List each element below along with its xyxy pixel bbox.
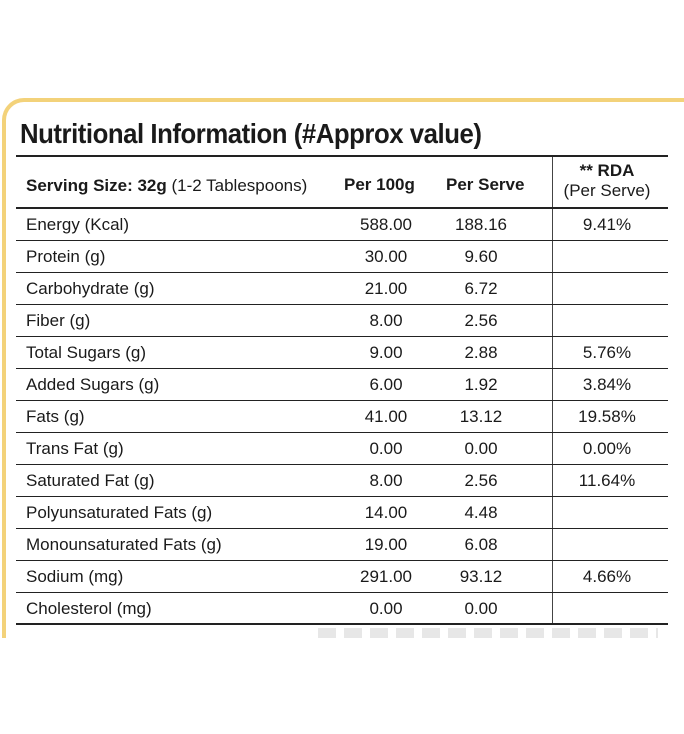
column-divider xyxy=(552,337,553,368)
column-divider xyxy=(552,401,553,432)
per-100g-value: 41.00 xyxy=(364,407,408,426)
table-row: Fats (g) 41.00 13.12 19.58% xyxy=(16,401,668,433)
nutrient-name: Monounsaturated Fats (g) xyxy=(26,535,222,554)
nutrient-name: Protein (g) xyxy=(26,247,106,266)
rda-header: ** RDA (Per Serve) xyxy=(552,161,662,201)
table-row: Total Sugars (g) 9.00 2.88 5.76% xyxy=(16,337,668,369)
table-row: Carbohydrate (g) 21.00 6.72 xyxy=(16,273,668,305)
nutrient-name: Fiber (g) xyxy=(26,311,91,330)
per-serve-value: 0.00 xyxy=(464,439,498,458)
per-serve-value: 2.56 xyxy=(464,311,498,330)
rda-value: 9.41% xyxy=(582,215,632,234)
per-100g-value: 14.00 xyxy=(364,503,408,522)
column-divider xyxy=(552,433,553,464)
table-row: Monounsaturated Fats (g) 19.00 6.08 xyxy=(16,529,668,561)
nutrient-name: Total Sugars (g) xyxy=(26,343,146,362)
rda-value: 0.00% xyxy=(582,439,632,458)
per-100g-value: 19.00 xyxy=(364,535,408,554)
nutrient-name: Carbohydrate (g) xyxy=(26,279,155,298)
nutrient-name: Cholesterol (mg) xyxy=(26,599,152,618)
nutrient-name: Fats (g) xyxy=(26,407,85,426)
column-divider xyxy=(552,209,553,240)
title-divider xyxy=(16,155,668,157)
per-100g-value: 588.00 xyxy=(360,215,412,234)
rda-value: 4.66% xyxy=(582,567,632,586)
column-divider xyxy=(552,561,553,592)
column-divider xyxy=(552,273,553,304)
per-100g-header: Per 100g xyxy=(344,175,415,194)
per-serve-value: 0.00 xyxy=(464,599,498,618)
nutrition-table-body: Energy (Kcal) 588.00 188.16 9.41% Protein (g… xyxy=(16,209,668,625)
per-100g-value: 8.00 xyxy=(369,471,403,490)
cropped-footnote-text xyxy=(318,628,658,638)
nutrient-name: Polyunsaturated Fats (g) xyxy=(26,503,213,522)
per-serve-value: 9.60 xyxy=(464,247,498,266)
table-row: Added Sugars (g) 6.00 1.92 3.84% xyxy=(16,369,668,401)
rda-value: 5.76% xyxy=(582,343,632,362)
column-divider xyxy=(552,305,553,336)
per-serve-header: Per Serve xyxy=(446,175,525,194)
table-row: Cholesterol (mg) 0.00 0.00 xyxy=(16,593,668,625)
nutrient-name: Added Sugars (g) xyxy=(26,375,160,394)
per-serve-value: 6.72 xyxy=(464,279,498,298)
per-100g-value: 21.00 xyxy=(364,279,408,298)
per-100g-value: 0.00 xyxy=(369,599,403,618)
per-100g-value: 291.00 xyxy=(360,567,412,586)
table-row: Saturated Fat (g) 8.00 2.56 11.64% xyxy=(16,465,668,497)
per-serve-value: 6.08 xyxy=(464,535,498,554)
per-100g-value: 0.00 xyxy=(369,439,403,458)
per-serve-value: 1.92 xyxy=(464,375,498,394)
column-divider xyxy=(552,529,553,560)
table-header: Serving Size: 32g (1-2 Tablespoons) Per … xyxy=(16,157,668,209)
table-bottom-divider xyxy=(16,623,668,625)
per-serve-value: 93.12 xyxy=(459,567,503,586)
table-row: Energy (Kcal) 588.00 188.16 9.41% xyxy=(16,209,668,241)
serving-size-header: Serving Size: 32g (1-2 Tablespoons) xyxy=(26,176,307,196)
per-serve-value: 4.48 xyxy=(464,503,498,522)
column-divider xyxy=(552,465,553,496)
nutrient-name: Saturated Fat (g) xyxy=(26,471,155,490)
table-row: Protein (g) 30.00 9.60 xyxy=(16,241,668,273)
rda-value: 11.64% xyxy=(578,471,636,490)
serving-size-note: (1-2 Tablespoons) xyxy=(166,176,308,195)
table-row: Trans Fat (g) 0.00 0.00 0.00% xyxy=(16,433,668,465)
per-100g-value: 8.00 xyxy=(369,311,403,330)
rda-value: 3.84% xyxy=(582,375,632,394)
nutrient-name: Sodium (mg) xyxy=(26,567,124,586)
label-title: Nutritional Information (#Approx value) xyxy=(20,118,482,149)
per-100g-value: 9.00 xyxy=(369,343,403,362)
column-divider xyxy=(552,157,553,207)
per-serve-value: 188.16 xyxy=(455,215,507,234)
column-divider xyxy=(552,369,553,400)
per-serve-value: 13.12 xyxy=(459,407,503,426)
rda-subtitle: (Per Serve) xyxy=(563,181,651,200)
nutrient-name: Trans Fat (g) xyxy=(26,439,124,458)
table-row: Polyunsaturated Fats (g) 14.00 4.48 xyxy=(16,497,668,529)
per-100g-value: 30.00 xyxy=(364,247,408,266)
rda-value: 19.58% xyxy=(578,407,636,426)
column-divider xyxy=(552,497,553,528)
per-serve-value: 2.56 xyxy=(464,471,498,490)
nutrient-name: Energy (Kcal) xyxy=(26,215,129,234)
column-divider xyxy=(552,593,553,624)
rda-title: ** RDA xyxy=(579,161,635,180)
table-row: Fiber (g) 8.00 2.56 xyxy=(16,305,668,337)
per-serve-value: 2.88 xyxy=(464,343,498,362)
serving-size-label: Serving Size: 32g xyxy=(26,176,167,195)
table-row: Sodium (mg) 291.00 93.12 4.66% xyxy=(16,561,668,593)
per-100g-value: 6.00 xyxy=(369,375,403,394)
column-divider xyxy=(552,241,553,272)
